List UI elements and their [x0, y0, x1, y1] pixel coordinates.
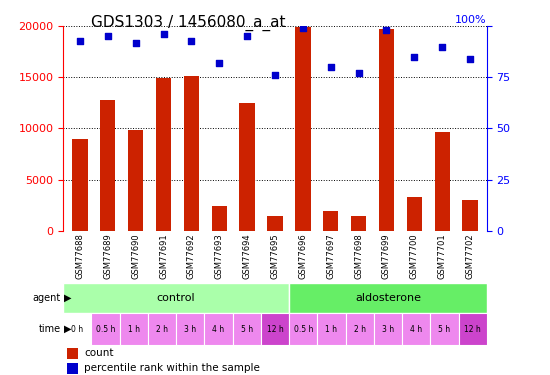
Text: GSM77702: GSM77702 — [465, 233, 475, 279]
Text: 3 h: 3 h — [382, 324, 394, 334]
Bar — [434, 132, 450, 231]
Text: 1 h: 1 h — [326, 324, 338, 334]
Point — [299, 25, 307, 31]
Point — [215, 60, 224, 66]
Text: GSM77695: GSM77695 — [271, 233, 279, 279]
Bar — [68, 348, 78, 358]
Bar — [379, 29, 394, 231]
Text: 2 h: 2 h — [354, 324, 366, 334]
Bar — [345, 313, 374, 345]
Bar — [184, 76, 199, 231]
Text: 12 h: 12 h — [464, 324, 481, 334]
Bar — [239, 103, 255, 231]
Text: aldosterone: aldosterone — [355, 293, 421, 303]
Text: GSM77699: GSM77699 — [382, 233, 391, 279]
Text: 5 h: 5 h — [241, 324, 253, 334]
Text: time: time — [39, 324, 60, 334]
Bar — [463, 200, 478, 231]
Text: GSM77701: GSM77701 — [438, 233, 447, 279]
Point — [159, 32, 168, 38]
Point — [438, 44, 447, 50]
Bar — [267, 216, 283, 231]
Text: GSM77690: GSM77690 — [131, 233, 140, 279]
Text: GSM77689: GSM77689 — [103, 233, 112, 279]
Text: GSM77696: GSM77696 — [298, 233, 307, 279]
Bar — [91, 313, 120, 345]
Bar — [351, 216, 366, 231]
Point — [75, 38, 84, 44]
Point — [187, 38, 196, 44]
Text: 4 h: 4 h — [410, 324, 422, 334]
Text: GDS1303 / 1456080_a_at: GDS1303 / 1456080_a_at — [91, 15, 285, 31]
Text: 0.5 h: 0.5 h — [294, 324, 313, 334]
Bar — [406, 197, 422, 231]
Bar — [156, 78, 171, 231]
Bar — [72, 139, 87, 231]
Text: ▶: ▶ — [64, 324, 72, 334]
Point — [243, 33, 251, 39]
Bar — [430, 313, 459, 345]
Text: GSM77693: GSM77693 — [215, 233, 224, 279]
Bar — [63, 313, 91, 345]
Text: GSM77694: GSM77694 — [243, 233, 252, 279]
Text: GSM77700: GSM77700 — [410, 233, 419, 279]
Bar — [295, 27, 311, 231]
Point — [354, 70, 363, 76]
Bar — [317, 313, 345, 345]
Bar — [459, 313, 487, 345]
Bar — [233, 313, 261, 345]
Bar — [68, 363, 78, 374]
Point — [326, 64, 335, 70]
Bar — [261, 313, 289, 345]
Text: 12 h: 12 h — [267, 324, 283, 334]
Bar — [120, 313, 148, 345]
Text: GSM77697: GSM77697 — [326, 233, 335, 279]
Text: percentile rank within the sample: percentile rank within the sample — [85, 363, 260, 374]
Text: ▶: ▶ — [64, 293, 72, 303]
Bar — [289, 283, 487, 313]
Text: GSM77691: GSM77691 — [159, 233, 168, 279]
Text: 5 h: 5 h — [438, 324, 450, 334]
Text: agent: agent — [32, 293, 60, 303]
Text: GSM77698: GSM77698 — [354, 233, 363, 279]
Point — [382, 27, 391, 33]
Bar — [148, 313, 176, 345]
Text: 0 h: 0 h — [72, 324, 84, 334]
Text: GSM77688: GSM77688 — [75, 233, 85, 279]
Bar — [205, 313, 233, 345]
Text: 1 h: 1 h — [128, 324, 140, 334]
Bar — [402, 313, 430, 345]
Bar — [100, 100, 116, 231]
Text: 100%: 100% — [455, 15, 487, 25]
Bar — [323, 211, 338, 231]
Point — [131, 40, 140, 46]
Text: 2 h: 2 h — [156, 324, 168, 334]
Bar — [212, 206, 227, 231]
Text: 3 h: 3 h — [184, 324, 196, 334]
Point — [103, 33, 112, 39]
Text: control: control — [157, 293, 195, 303]
Bar — [289, 313, 317, 345]
Text: 4 h: 4 h — [212, 324, 224, 334]
Point — [466, 56, 475, 62]
Bar — [176, 313, 205, 345]
Point — [410, 54, 419, 60]
Bar — [128, 130, 144, 231]
Bar — [374, 313, 402, 345]
Bar — [63, 283, 289, 313]
Text: 0.5 h: 0.5 h — [96, 324, 115, 334]
Text: GSM77692: GSM77692 — [187, 233, 196, 279]
Text: count: count — [85, 348, 114, 358]
Point — [271, 72, 279, 78]
